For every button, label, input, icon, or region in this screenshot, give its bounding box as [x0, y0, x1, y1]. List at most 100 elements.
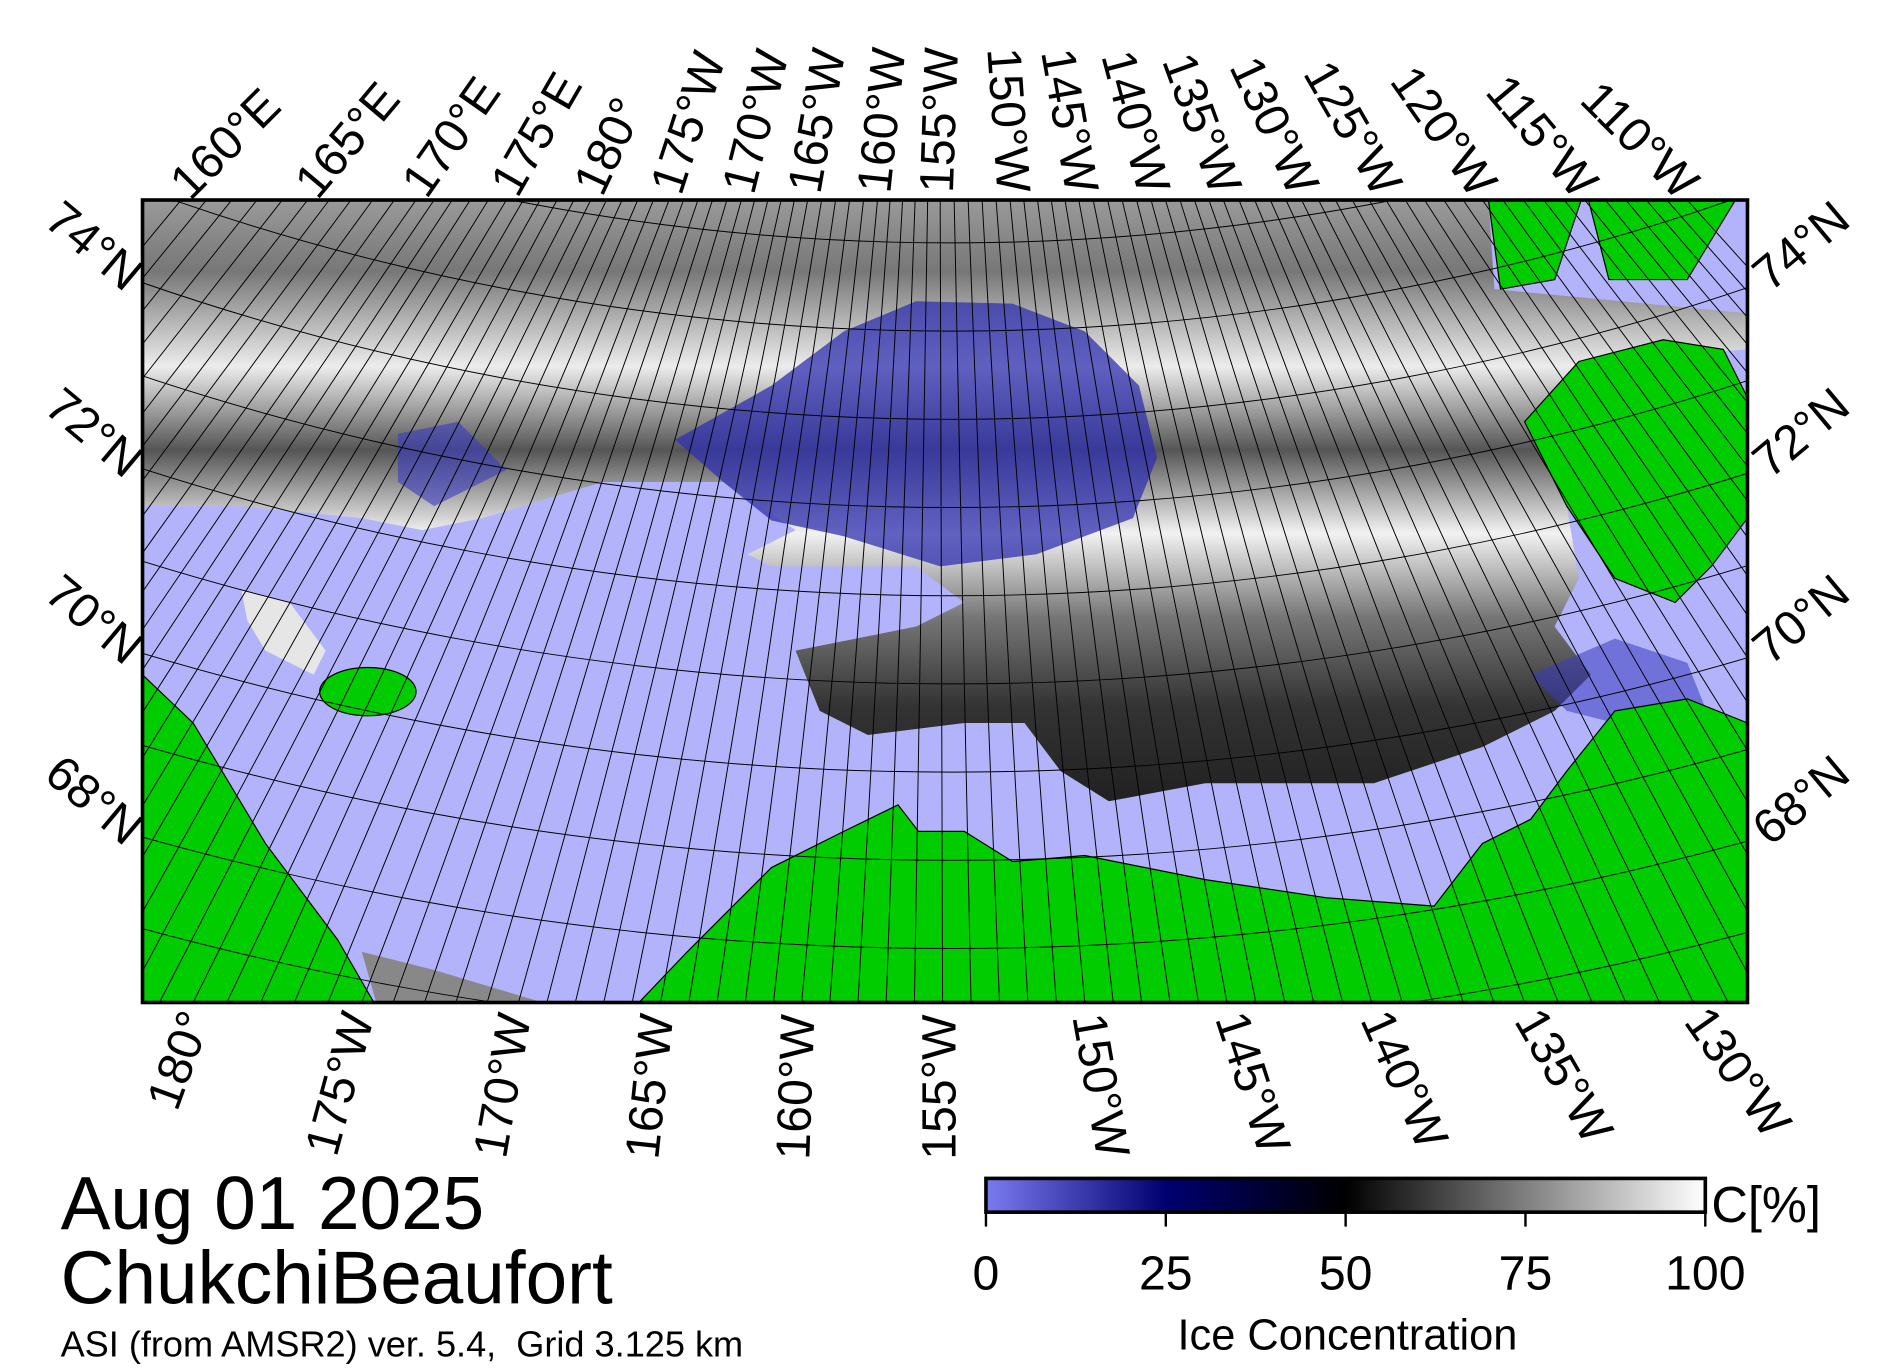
meridian-line: [142, 200, 558, 973]
meridian-line: [1238, 200, 1559, 1003]
meridian-line: [967, 200, 1000, 1003]
date: Aug 01 2025: [61, 1161, 485, 1245]
longitude-label: 165°E: [284, 72, 410, 208]
meridian-line: [1285, 200, 1660, 1003]
meridian-line: [142, 200, 417, 593]
latitude-label: 68°N: [35, 745, 152, 856]
meridian-line: [192, 200, 592, 1003]
meridian-line: [1462, 200, 1748, 617]
longitude-label: 175°W: [295, 1006, 385, 1161]
meridian-line: [631, 200, 795, 1003]
meridian-line: [424, 200, 699, 1003]
meridian-line: [1136, 200, 1344, 1003]
meridian-line: [142, 200, 489, 759]
meridian-line: [546, 200, 756, 1003]
map-frame: [140, 198, 1750, 1005]
meridian-line: [1037, 200, 1143, 1003]
meridian-line: [1269, 200, 1627, 1003]
meridian-line: [142, 200, 395, 554]
meridian-line: [455, 200, 713, 1003]
meridian-line: [142, 200, 374, 517]
meridian-line: [486, 200, 728, 1003]
meridian-line: [392, 200, 684, 1003]
meridian-line: [142, 200, 308, 415]
meridian-line: [1064, 200, 1199, 1003]
low-concentration-ice: [675, 301, 1158, 567]
meridian-line: [361, 200, 670, 1003]
graticule: [142, 200, 1748, 1003]
latitude-label: 70°N: [1742, 564, 1859, 675]
meridian-line: [995, 200, 1057, 1003]
caption: ASI (from AMSR2) ver. 5.4, Grid 3.125 km: [61, 1324, 744, 1365]
meridian-line: [574, 200, 769, 1003]
meridian-line: [939, 200, 944, 1003]
meridian-line: [1482, 200, 1748, 577]
meridian-line: [142, 200, 330, 448]
meridian-line: [1443, 200, 1748, 659]
longitude-label: 150°W: [976, 46, 1040, 195]
longitude-label: 145°W: [1204, 1005, 1300, 1160]
meridian-line: [1301, 200, 1694, 1003]
longitude-label: 135°W: [1504, 999, 1624, 1152]
longitude-label: 160°W: [847, 45, 916, 196]
meridian-line: [142, 200, 507, 807]
meridian-line: [603, 200, 782, 1003]
land-archipelago: [1587, 200, 1737, 281]
colorbar: [984, 1176, 1708, 1214]
latitude-label: 70°N: [35, 564, 152, 675]
meridian-line: [142, 200, 524, 858]
meridian-line: [142, 200, 453, 671]
meridian-line: [1165, 200, 1403, 1003]
meridian-line: [142, 200, 258, 345]
meridian-line: [1009, 200, 1086, 1003]
map-area: [142, 200, 1748, 1003]
meridian-line: [1107, 200, 1286, 1003]
meridian-line: [1193, 200, 1464, 1003]
meridian-line: [1078, 200, 1228, 1003]
meridian-line: [1522, 200, 1748, 502]
meridian-line: [1502, 200, 1748, 539]
meridian-line: [1150, 200, 1373, 1003]
meridian-line: [716, 200, 837, 1003]
meridian-line: [1385, 200, 1748, 803]
meridian-line: [260, 200, 623, 1003]
meridian-line: [1625, 200, 1748, 346]
meridian-line: [142, 200, 471, 714]
meridian-line: [688, 200, 823, 1003]
longitude-label: 150°W: [1061, 1009, 1139, 1162]
meridian-line: [1604, 200, 1748, 374]
meridian-line: [829, 200, 891, 1003]
meridian-line: [226, 200, 607, 1003]
land-wrangel-island: [319, 666, 417, 717]
meridian-line: [885, 200, 916, 1003]
meridian-line: [1334, 200, 1748, 975]
meridian-line: [1543, 200, 1748, 468]
longitude-label: 160°W: [766, 1013, 825, 1160]
colorbar-unit: C[%]: [1711, 1176, 1821, 1233]
meridian-line: [142, 200, 435, 631]
colorbar-tick-label: 50: [1319, 1246, 1373, 1300]
meridian-line: [327, 200, 654, 1003]
meridian-line: [981, 200, 1029, 1003]
meridian-line: [1222, 200, 1526, 1003]
meridian-line: [1404, 200, 1748, 752]
colorbar-tick-label: 75: [1499, 1246, 1553, 1300]
meridian-line: [142, 200, 541, 913]
longitude-label: 160°E: [160, 78, 291, 209]
meridian-line: [1584, 200, 1748, 404]
longitude-label: 110°W: [1570, 71, 1709, 210]
meridian-line: [857, 200, 904, 1003]
latitude-label: 74°N: [1742, 191, 1859, 302]
meridian-line: [142, 200, 283, 380]
meridian-line: [1318, 200, 1729, 1003]
region-name: ChukchiBeaufort: [61, 1236, 613, 1320]
colorbar-tick-label: 25: [1139, 1246, 1193, 1300]
longitude-label: 155°W: [912, 1014, 966, 1160]
latitude-label: 68°N: [1742, 745, 1859, 856]
colorbar-tick-label: 100: [1665, 1246, 1745, 1300]
longitude-label: 180°: [137, 1004, 222, 1116]
longitude-label: 165°W: [615, 1011, 684, 1162]
longitude-label: 155°W: [910, 46, 969, 193]
meridian-line: [744, 200, 851, 1003]
